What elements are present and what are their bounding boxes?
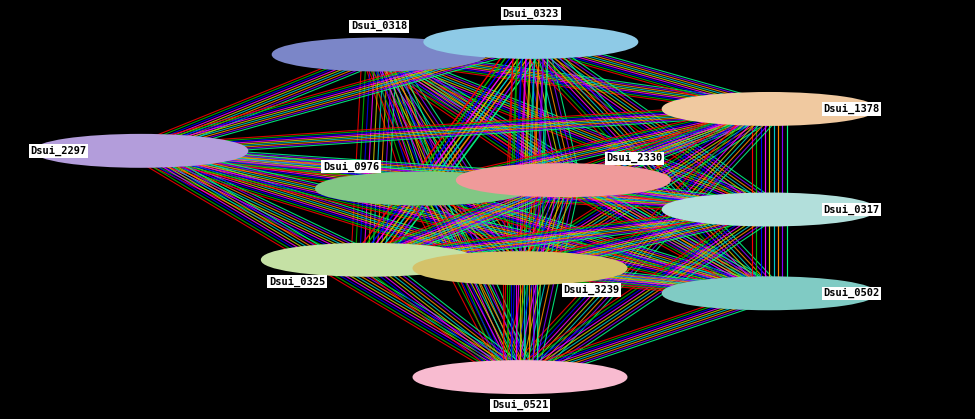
Ellipse shape <box>273 39 486 70</box>
Ellipse shape <box>424 26 638 58</box>
Text: Dsui_0976: Dsui_0976 <box>323 162 379 172</box>
Ellipse shape <box>34 135 248 167</box>
Text: Dsui_0318: Dsui_0318 <box>351 21 408 31</box>
Ellipse shape <box>457 164 670 196</box>
Text: Dsui_2330: Dsui_2330 <box>606 153 663 163</box>
Text: Dsui_0325: Dsui_0325 <box>269 277 325 287</box>
Ellipse shape <box>663 93 876 125</box>
Ellipse shape <box>262 244 475 276</box>
Text: Dsui_0317: Dsui_0317 <box>823 204 879 215</box>
Text: Dsui_0323: Dsui_0323 <box>503 9 559 19</box>
Ellipse shape <box>663 194 876 225</box>
Text: Dsui_3239: Dsui_3239 <box>564 285 619 295</box>
Ellipse shape <box>413 361 626 393</box>
Ellipse shape <box>413 252 626 284</box>
Text: Dsui_2297: Dsui_2297 <box>30 146 87 156</box>
Text: Dsui_0502: Dsui_0502 <box>823 288 879 298</box>
Text: Dsui_0521: Dsui_0521 <box>491 400 548 410</box>
Ellipse shape <box>316 173 528 204</box>
Ellipse shape <box>663 277 876 309</box>
Text: Dsui_1378: Dsui_1378 <box>823 104 879 114</box>
